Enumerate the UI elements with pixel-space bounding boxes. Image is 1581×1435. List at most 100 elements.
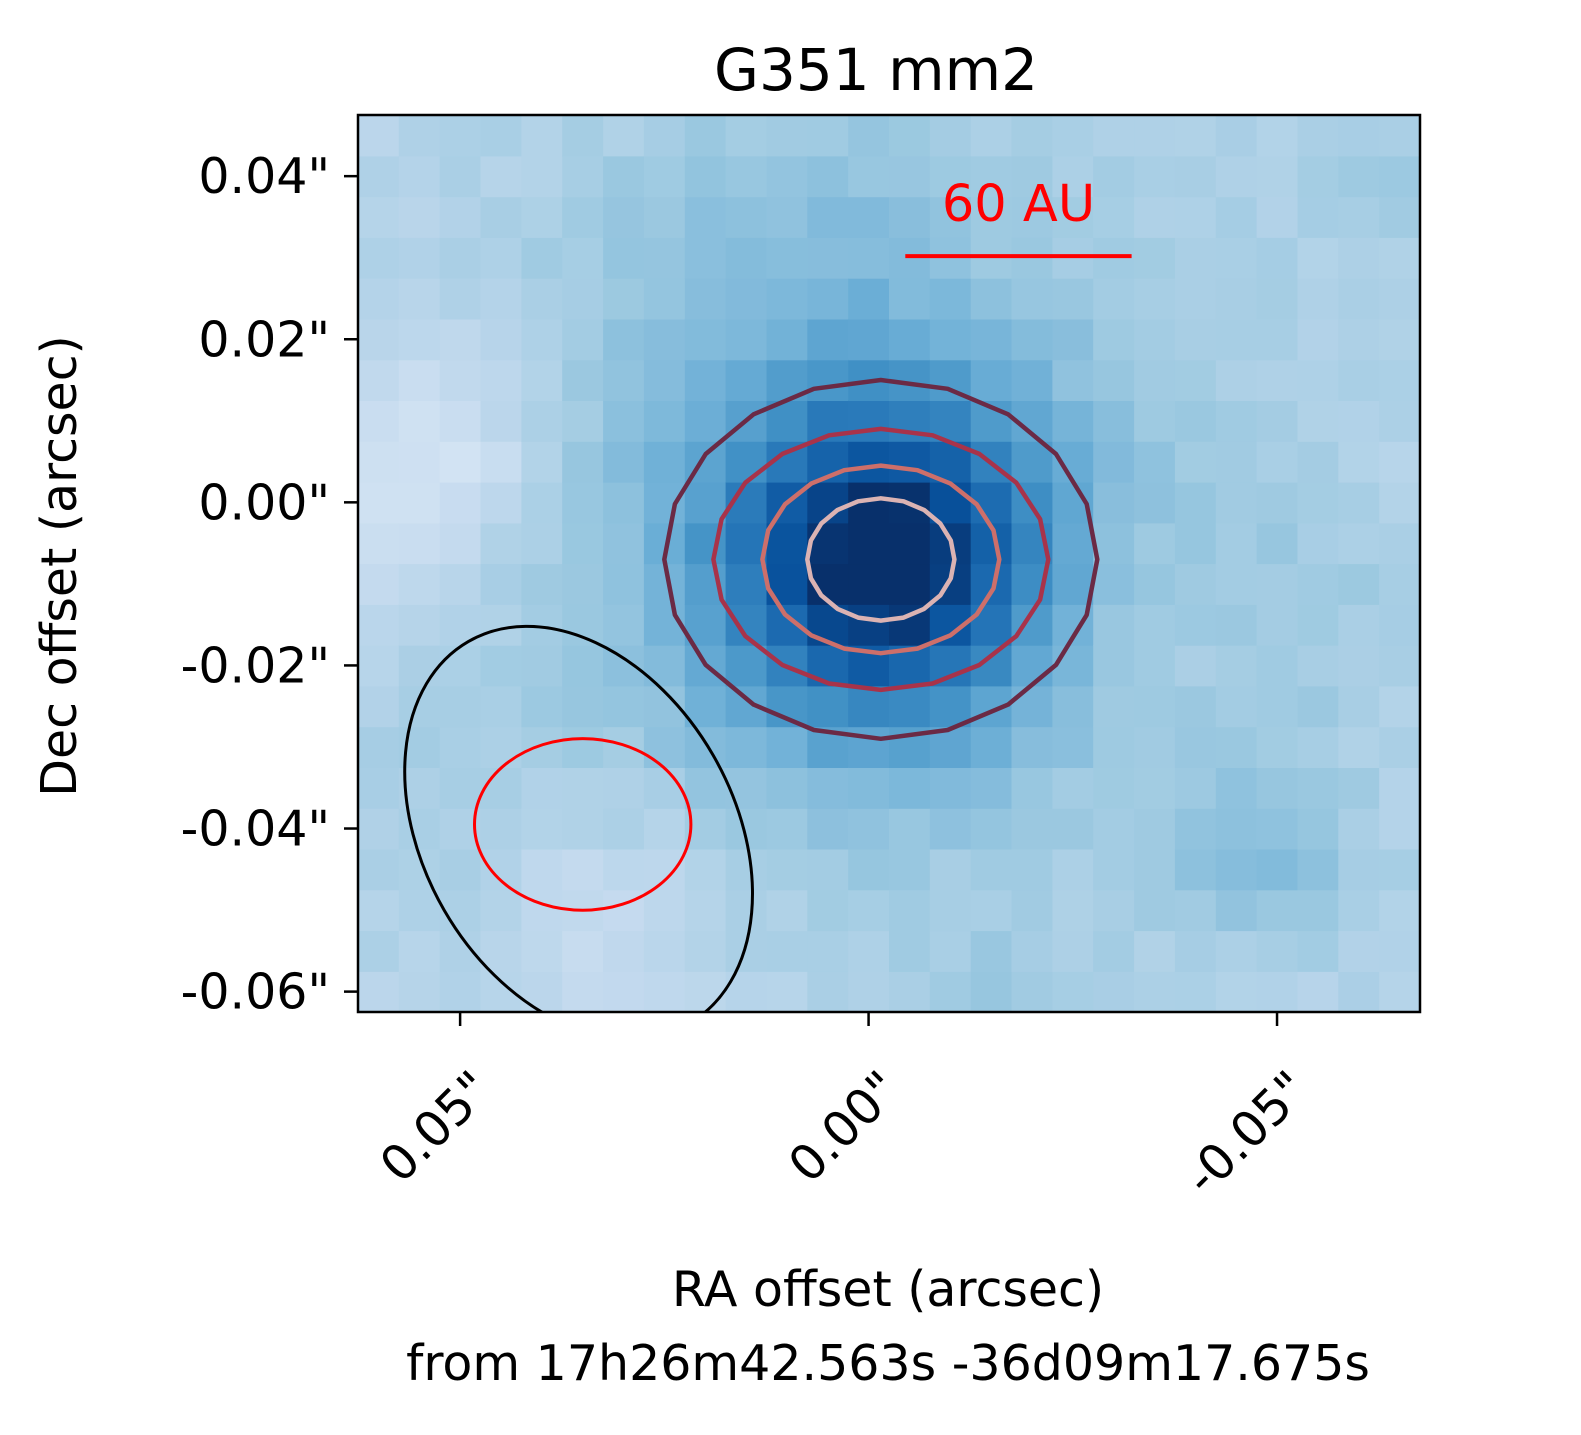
map-pixel — [358, 400, 400, 442]
map-pixel — [970, 767, 1013, 809]
map-pixel — [1011, 196, 1053, 238]
map-pixel — [1256, 808, 1298, 850]
map-pixel — [1256, 685, 1298, 728]
map-pixel — [1134, 848, 1176, 891]
map-pixel — [1052, 563, 1094, 605]
map-pixel — [1338, 318, 1380, 361]
map-pixel — [480, 767, 522, 809]
map-pixel — [439, 848, 482, 891]
map-pixel — [1215, 237, 1258, 279]
map-pixel — [1174, 808, 1217, 850]
map-pixel — [807, 685, 849, 728]
map-pixel — [439, 237, 482, 279]
map-pixel — [603, 196, 645, 238]
map-pixel — [1338, 645, 1380, 687]
map-pixel — [1379, 482, 1420, 524]
map-pixel — [1011, 848, 1053, 891]
map-pixel — [929, 196, 972, 238]
map-pixel — [1420, 971, 1461, 1012]
map-pixel — [889, 155, 931, 198]
map-pixel — [358, 318, 400, 361]
map-pixel — [358, 34, 399, 75]
contour-level-1 — [662, 377, 1100, 742]
map-pixel — [603, 278, 645, 320]
map-pixel — [1256, 115, 1298, 116]
map-pixel — [1052, 645, 1094, 687]
map-pixel — [889, 808, 931, 850]
map-pixel — [439, 155, 482, 198]
map-pixel — [1052, 767, 1094, 809]
map-pixel — [848, 930, 890, 972]
map-pixel — [521, 115, 563, 157]
map-pixel — [1338, 34, 1379, 75]
map-pixel — [766, 848, 808, 891]
map-pixel — [1338, 155, 1380, 198]
map-pixel — [358, 604, 400, 646]
map-pixel — [480, 726, 522, 768]
map-pixel — [603, 400, 645, 442]
map-pixel — [480, 604, 522, 646]
map-pixel — [1215, 563, 1258, 605]
map-pixel — [521, 278, 563, 320]
map-pixel — [603, 726, 645, 768]
map-pixel — [1420, 849, 1461, 890]
map-pixel — [358, 808, 400, 850]
map-pixel — [1011, 115, 1053, 157]
map-pixel — [398, 930, 441, 972]
map-pixel — [1011, 685, 1053, 728]
map-pixel — [725, 196, 767, 238]
map-pixel — [766, 522, 808, 565]
map-pixel — [480, 237, 522, 279]
map-pixel — [1420, 686, 1461, 727]
map-pixel — [929, 930, 972, 972]
map-pixel — [358, 196, 400, 238]
map-pixel — [1052, 115, 1094, 116]
map-pixel — [848, 685, 890, 728]
map-pixel — [889, 196, 931, 238]
map-pixel — [1174, 359, 1217, 401]
map-pixel — [848, 115, 890, 157]
map-pixel — [521, 767, 563, 809]
map-pixel — [1461, 482, 1502, 523]
map-pixel — [562, 645, 604, 687]
map-pixel — [1420, 319, 1461, 360]
map-pixel — [1093, 930, 1135, 972]
map-pixel — [848, 848, 890, 891]
map-pixel — [358, 155, 400, 198]
map-pixel — [521, 196, 563, 238]
map-pixel — [807, 930, 849, 972]
map-pixel — [562, 155, 604, 198]
map-pixel — [725, 318, 767, 361]
map-pixel — [1297, 482, 1339, 524]
map-pixel — [562, 522, 604, 565]
map-pixel — [521, 522, 563, 565]
map-pixel — [684, 889, 727, 932]
map-pixel — [358, 726, 400, 768]
map-pixel — [1215, 196, 1258, 238]
map-pixel — [1174, 604, 1217, 646]
map-pixel — [1461, 931, 1502, 972]
map-pixel — [970, 930, 1013, 972]
map-pixel — [1338, 237, 1380, 279]
map-pixel — [1134, 441, 1176, 483]
map-pixel — [1174, 278, 1217, 320]
map-pixel — [398, 441, 441, 483]
y-tick-label: -0.06" — [181, 964, 330, 1021]
map-pixel — [1011, 767, 1053, 809]
map-pixel — [643, 767, 686, 809]
map-pixel — [1379, 726, 1420, 768]
map-pixel — [1338, 482, 1380, 524]
map-pixel — [929, 318, 972, 361]
map-pixel — [644, 34, 685, 75]
map-pixel — [439, 685, 482, 728]
map-pixel — [643, 196, 686, 238]
map-pixel — [766, 115, 808, 157]
map-pixel — [807, 278, 849, 320]
contour-level-3 — [760, 463, 1002, 656]
map-pixel — [725, 848, 767, 891]
map-pixel — [1174, 441, 1217, 483]
x-tick-label: -0.05" — [1174, 1060, 1320, 1206]
map-pixel — [1174, 971, 1217, 1012]
map-pixel — [1461, 319, 1502, 360]
